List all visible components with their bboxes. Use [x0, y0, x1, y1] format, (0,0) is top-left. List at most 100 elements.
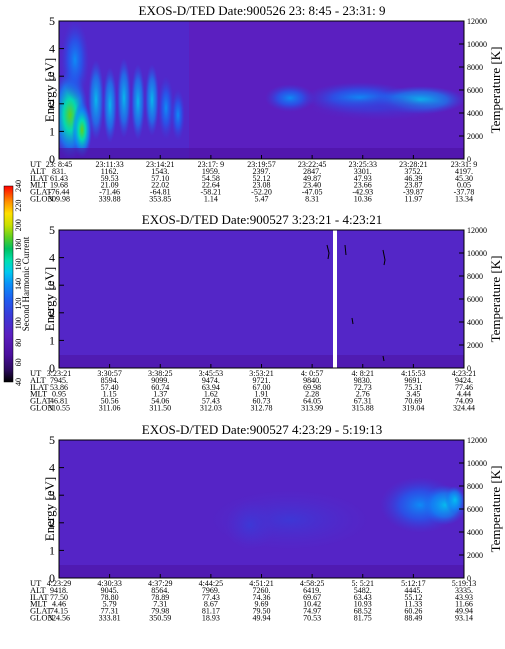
orbit-row-value: 312.78: [251, 404, 273, 413]
orbit-row-value: 9424.: [455, 376, 473, 385]
orbit-row-value: 68.52: [354, 607, 372, 616]
energy-tick-label: 4: [49, 42, 55, 56]
orbit-row-value: 311.06: [99, 404, 121, 413]
orbit-row-value: 4:37:29: [148, 579, 172, 588]
orbit-row-value: 74.15: [50, 607, 68, 616]
orbit-row-value: 3:30:57: [97, 369, 121, 378]
orbit-row-value: -71.46: [99, 188, 120, 197]
panel-3-orbit-table: UT 4:23:29 4:30:33 4:37:29 4:44:25 4:51:21 4:5…: [30, 574, 476, 623]
orbit-row-value: 3335.: [455, 586, 473, 595]
orbit-row-value: -37.78: [454, 188, 475, 197]
temperature-tick-label: 4000: [467, 318, 483, 327]
orbit-row-value: 77.46: [455, 383, 473, 392]
orbit-row-value: 63.94: [202, 383, 220, 392]
orbit-row-value: 43.93: [455, 593, 473, 602]
orbit-row-value: 4:51:21: [249, 579, 273, 588]
energy-tick-label: 5: [49, 14, 55, 28]
orbit-row-value: 7260.: [253, 586, 271, 595]
orbit-row-value: 5:12:17: [401, 579, 425, 588]
energy-tick-label: 3: [49, 488, 55, 502]
orbit-row-value: 45.30: [455, 174, 473, 183]
colorbar-tick-label: 180: [14, 239, 23, 251]
temperature-tick-label: 8000: [467, 63, 483, 72]
orbit-row-value: 1162.: [101, 167, 119, 176]
orbit-row-value: 77.31: [101, 607, 119, 616]
orbit-row-value: 4:23:21: [452, 369, 476, 378]
colorbar-label: Second Harmonic Current: [21, 236, 31, 331]
energy-tick-label: 3: [49, 69, 55, 83]
colorbar-tick-label: 80: [14, 339, 23, 347]
orbit-row-value: 9045.: [101, 586, 119, 595]
temperature-tick-label: 0: [467, 574, 471, 583]
colorbar: Second Harmonic Current 40 60 80 100 120 140 1…: [3, 180, 31, 386]
energy-tick-label: 2: [49, 306, 55, 320]
orbit-row-value: 2.28: [305, 390, 319, 399]
temperature-tick-label: 10000: [467, 249, 487, 258]
temperature-tick-label: 2000: [467, 551, 483, 560]
orbit-row-value: 3.45: [406, 390, 420, 399]
panel-2-temperature-ticks: 0 2000 4000 6000 8000 10000 12000: [459, 226, 487, 373]
panel-2-energy-ticks: 0 1 2 3 4 5: [49, 223, 64, 375]
orbit-row-value: 3:38:25: [148, 369, 172, 378]
orbit-row-value: 6419.: [303, 586, 321, 595]
orbit-row-value: -52.20: [251, 188, 272, 197]
colorbar-tick-label: 240: [14, 180, 23, 192]
orbit-row-value: 0.05: [457, 181, 471, 190]
orbit-row-value: 63.43: [354, 593, 372, 602]
energy-tick-label: 1: [49, 124, 55, 138]
temperature-tick-label: 12000: [467, 17, 487, 26]
colorbar-tick-label: 220: [14, 200, 23, 212]
energy-tick-label: 4: [49, 251, 55, 265]
orbit-row-value: 9830.: [354, 376, 372, 385]
orbit-row-value: 23: 8:45: [46, 160, 72, 169]
orbit-row-value: 1.62: [204, 390, 218, 399]
panel-1-orbit-table: UT 23: 8:45 23:11:33 23:14:21 23:17: 9 23:19:…: [30, 155, 477, 204]
orbit-row-value: -39.87: [403, 188, 424, 197]
orbit-row-value: 4.46: [52, 600, 66, 609]
energy-tick-label: 1: [49, 333, 55, 347]
orbit-row-value: 69.98: [303, 383, 321, 392]
orbit-row-value: 8.31: [305, 195, 319, 204]
orbit-row-value: 57.40: [101, 383, 119, 392]
orbit-row-value: 74.97: [303, 607, 321, 616]
orbit-row-value: 19.68: [50, 181, 68, 190]
orbit-row-value: 324.56: [48, 614, 70, 623]
colorbar-ticks: 40 60 80 100 120 140 160 180 200 220 240: [14, 180, 23, 386]
orbit-row-value: 5.47: [255, 195, 269, 204]
orbit-row-label: UT: [30, 159, 42, 169]
orbit-row-value: 23:14:21: [146, 160, 174, 169]
orbit-row-value: 10.93: [354, 600, 372, 609]
temperature-tick-label: 8000: [467, 272, 483, 281]
orbit-row-value: 5:19:13: [452, 579, 476, 588]
orbit-row-value: 74.09: [455, 397, 473, 406]
orbit-row-value: 23.66: [354, 181, 372, 190]
orbit-row-label: MLT: [30, 389, 48, 399]
temperature-tick-label: 10000: [467, 459, 487, 468]
temperature-tick-label: 6000: [467, 86, 483, 95]
orbit-row-value: 5482.: [354, 586, 372, 595]
orbit-row-label: ALT: [30, 585, 47, 595]
orbit-row-value: 77.50: [50, 593, 68, 602]
orbit-row-value: 4:30:33: [97, 579, 121, 588]
energy-tick-label: 2: [49, 516, 55, 530]
temperature-tick-label: 6000: [467, 505, 483, 514]
orbit-row-value: 4:58:25: [300, 579, 324, 588]
orbit-row-value: 67.00: [253, 383, 271, 392]
orbit-row-value: 49.94: [455, 607, 473, 616]
panel-3-ylabel-left: Energy [eV]: [42, 477, 57, 541]
orbit-row-value: 23:17: 9: [198, 160, 224, 169]
orbit-row-value: 78.89: [151, 593, 169, 602]
orbit-row-value: 64.05: [303, 397, 321, 406]
orbit-row-label: GLON: [30, 194, 54, 204]
panel-2-orbit-table: UT 3:23:21 3:30:57 3:38:25 3:45:53 3:53:21 4: …: [30, 364, 476, 413]
orbit-row-label: GLON: [30, 613, 54, 623]
temperature-tick-label: 4000: [467, 528, 483, 537]
orbit-row-value: 7969.: [202, 586, 220, 595]
orbit-row-value: 350.59: [149, 614, 171, 623]
panel-2-ylabel-right: Temperature [K]: [488, 256, 503, 343]
panel-2-plot-area: [59, 230, 464, 368]
orbit-row-value: 324.44: [453, 404, 475, 413]
orbit-row-value: 22.02: [151, 181, 169, 190]
orbit-row-value: 50.56: [101, 397, 119, 406]
orbit-row-value: 10.36: [354, 195, 372, 204]
